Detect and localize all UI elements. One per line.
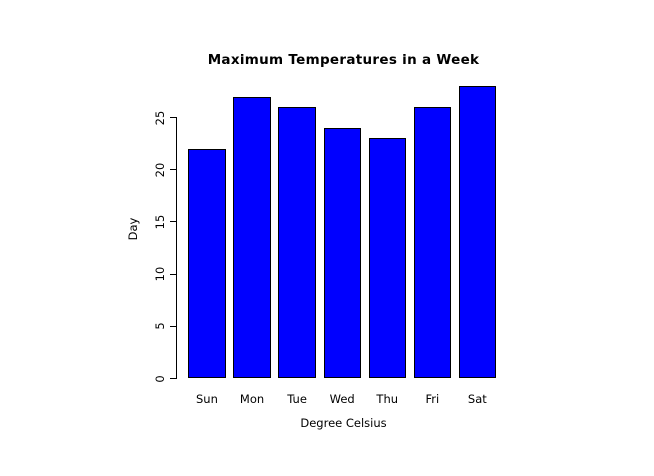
- y-tick: [170, 325, 177, 327]
- bar: [323, 127, 361, 379]
- category-label: Sat: [467, 392, 487, 406]
- y-tick-label: 10: [153, 266, 167, 282]
- y-tick-label: 20: [153, 162, 167, 178]
- y-tick: [170, 169, 177, 171]
- y-tick: [170, 377, 177, 380]
- category-label: Mon: [239, 392, 265, 406]
- bar: [278, 107, 316, 379]
- y-axis-line: [175, 117, 178, 379]
- chart-title: Maximum Temperatures in a Week: [207, 52, 480, 68]
- bar: [368, 138, 406, 379]
- y-axis-label: Day: [126, 217, 140, 241]
- x-axis-label: Degree Celsius: [300, 416, 387, 430]
- bar: [413, 107, 451, 379]
- category-label: Sun: [195, 392, 218, 406]
- y-tick-label: 25: [153, 110, 167, 125]
- category-label: Wed: [329, 392, 355, 406]
- y-tick-label: 15: [153, 214, 167, 230]
- category-label: Thu: [376, 392, 399, 406]
- bar: [458, 86, 497, 379]
- y-tick-label: 5: [153, 322, 167, 330]
- category-label: Tue: [287, 392, 307, 406]
- bar: [188, 148, 226, 379]
- y-tick-label: 0: [153, 374, 167, 383]
- bar: [233, 96, 271, 379]
- y-tick: [170, 116, 177, 119]
- y-tick: [170, 221, 177, 223]
- y-tick: [170, 273, 177, 275]
- category-label: Fri: [425, 392, 440, 406]
